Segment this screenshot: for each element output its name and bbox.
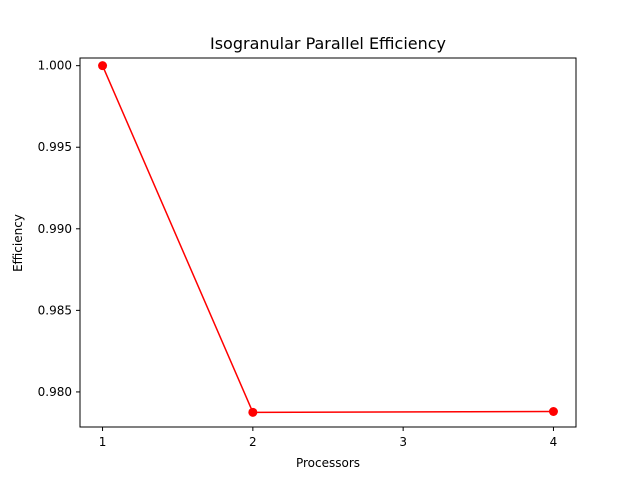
x-tick-label: 3 — [399, 435, 407, 449]
plot-content — [98, 61, 558, 417]
x-tick-label: 2 — [249, 435, 257, 449]
chart-title: Isogranular Parallel Efficiency — [210, 34, 446, 53]
y-tick-label: 0.995 — [38, 140, 72, 154]
x-axis-label: Processors — [296, 456, 360, 470]
data-point — [248, 407, 258, 417]
data-point — [548, 407, 558, 417]
x-axis: 1 2 3 4 — [99, 427, 558, 449]
x-tick-label: 1 — [99, 435, 107, 449]
y-tick-label: 0.990 — [38, 222, 72, 236]
plot-frame — [79, 57, 577, 428]
y-tick-label: 0.985 — [38, 303, 72, 317]
y-axis: 0.980 0.985 0.990 0.995 1.000 — [38, 59, 80, 399]
y-axis-label: Efficiency — [11, 214, 25, 272]
y-tick-label: 0.980 — [38, 385, 72, 399]
y-tick-label: 1.000 — [38, 59, 72, 73]
data-point — [98, 61, 108, 71]
x-tick-label: 4 — [550, 435, 558, 449]
